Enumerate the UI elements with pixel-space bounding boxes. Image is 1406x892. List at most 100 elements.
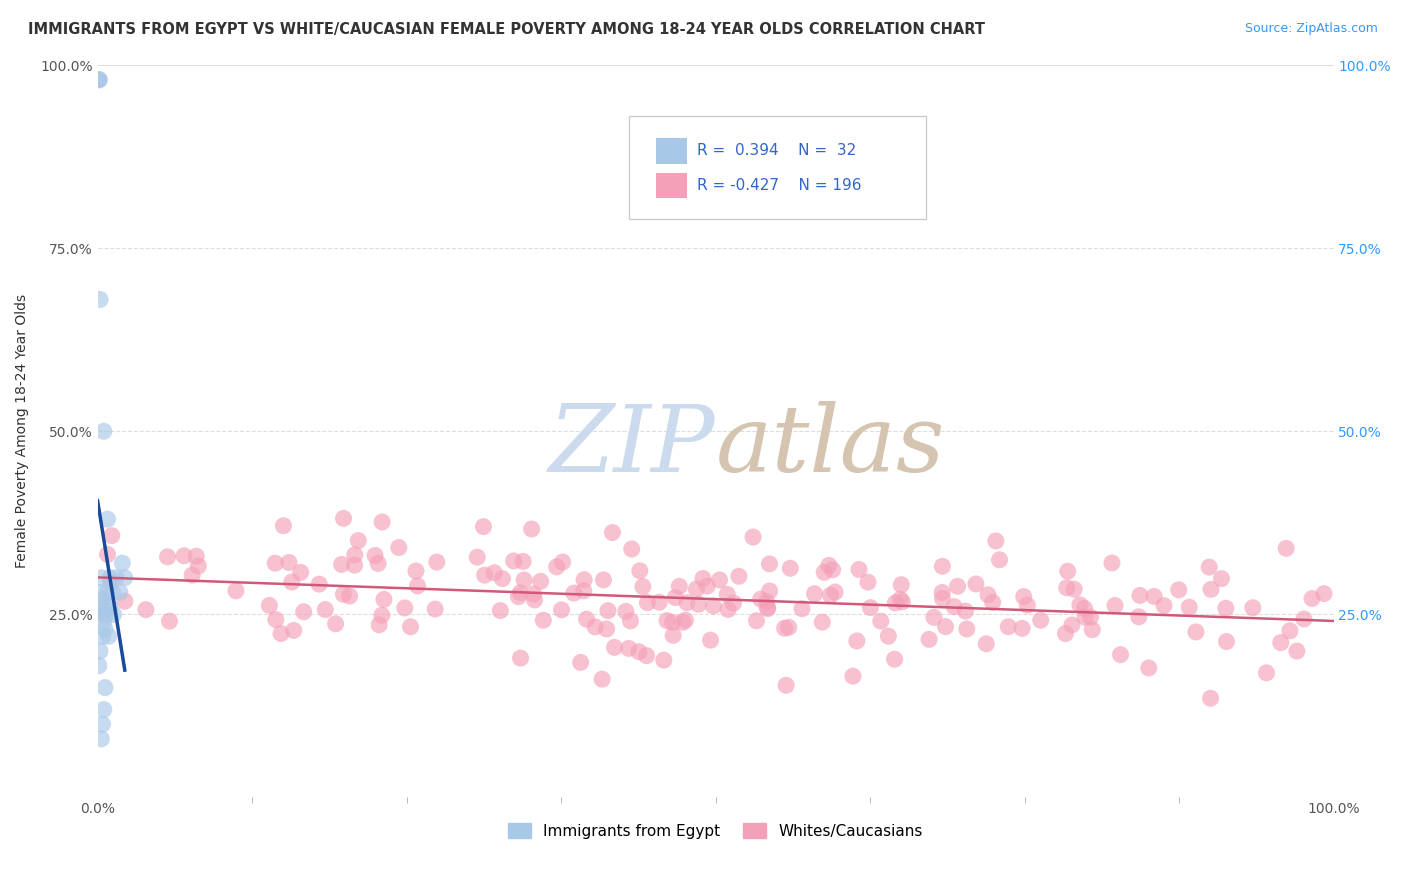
Point [1270,635,1292,649]
Point [883,652,905,666]
Point [502,554,524,568]
Point [946,579,969,593]
Point [1011,621,1033,635]
Point [93,424,115,438]
Point [367,557,389,571]
Point [614,604,637,618]
Point [668,579,690,593]
Text: R =  0.394    N =  32: R = 0.394 N = 32 [697,144,856,158]
Point [1073,601,1095,615]
Point [93,615,115,629]
Point [523,593,546,607]
Point [1275,541,1298,556]
Point [512,554,534,568]
Point [981,595,1004,609]
Point [1109,648,1132,662]
Point [290,566,312,580]
Point [848,562,870,576]
Point [648,595,671,609]
Point [869,614,891,628]
Point [583,620,606,634]
Point [877,629,900,643]
Point [1143,590,1166,604]
Point [1199,691,1222,706]
Point [756,600,779,615]
Point [368,617,391,632]
Point [891,595,914,609]
Point [627,645,650,659]
Point [803,587,825,601]
Point [264,613,287,627]
Point [87,658,110,673]
Point [702,599,724,613]
Point [273,518,295,533]
Point [602,525,624,540]
Point [332,587,354,601]
Point [1081,623,1104,637]
Point [278,556,301,570]
Point [1292,612,1315,626]
Point [603,640,626,655]
Point [820,588,842,602]
Point [842,669,865,683]
Point [569,656,592,670]
Point [813,566,835,580]
Point [100,574,122,589]
Point [619,614,641,628]
Point [1256,665,1278,680]
Point [845,634,868,648]
Point [225,583,247,598]
Point [889,592,911,607]
Point [89,293,111,307]
Point [103,607,125,622]
Point [187,559,209,574]
Point [617,641,640,656]
Point [778,620,800,634]
Point [628,564,651,578]
Point [474,568,496,582]
Point [1241,600,1264,615]
Point [489,604,512,618]
Point [89,600,111,615]
Point [101,585,124,599]
Point [90,607,112,622]
Point [1198,560,1220,574]
Point [652,653,675,667]
Point [943,599,966,614]
Point [114,571,136,585]
Point [325,616,347,631]
Point [264,556,287,570]
Point [1211,572,1233,586]
Point [91,629,114,643]
Point [551,555,574,569]
Point [108,585,131,599]
Point [1054,626,1077,640]
Point [1080,610,1102,624]
Point [1301,591,1323,606]
Text: Source: ZipAtlas.com: Source: ZipAtlas.com [1244,22,1378,36]
Point [655,614,678,628]
Point [988,553,1011,567]
Bar [657,138,688,164]
Point [1101,556,1123,570]
Point [373,592,395,607]
Point [664,591,686,605]
Point [755,594,778,608]
Point [339,589,361,603]
Point [1060,618,1083,632]
Point [620,541,643,556]
Point [1056,564,1078,578]
Point [856,575,879,590]
Point [1104,599,1126,613]
Point [595,622,617,636]
Point [965,577,987,591]
Point [699,633,721,648]
Point [661,615,683,630]
Point [756,601,779,615]
FancyBboxPatch shape [628,116,925,219]
Point [292,605,315,619]
Point [592,573,614,587]
Point [1128,609,1150,624]
Point [745,614,768,628]
Point [90,571,112,585]
